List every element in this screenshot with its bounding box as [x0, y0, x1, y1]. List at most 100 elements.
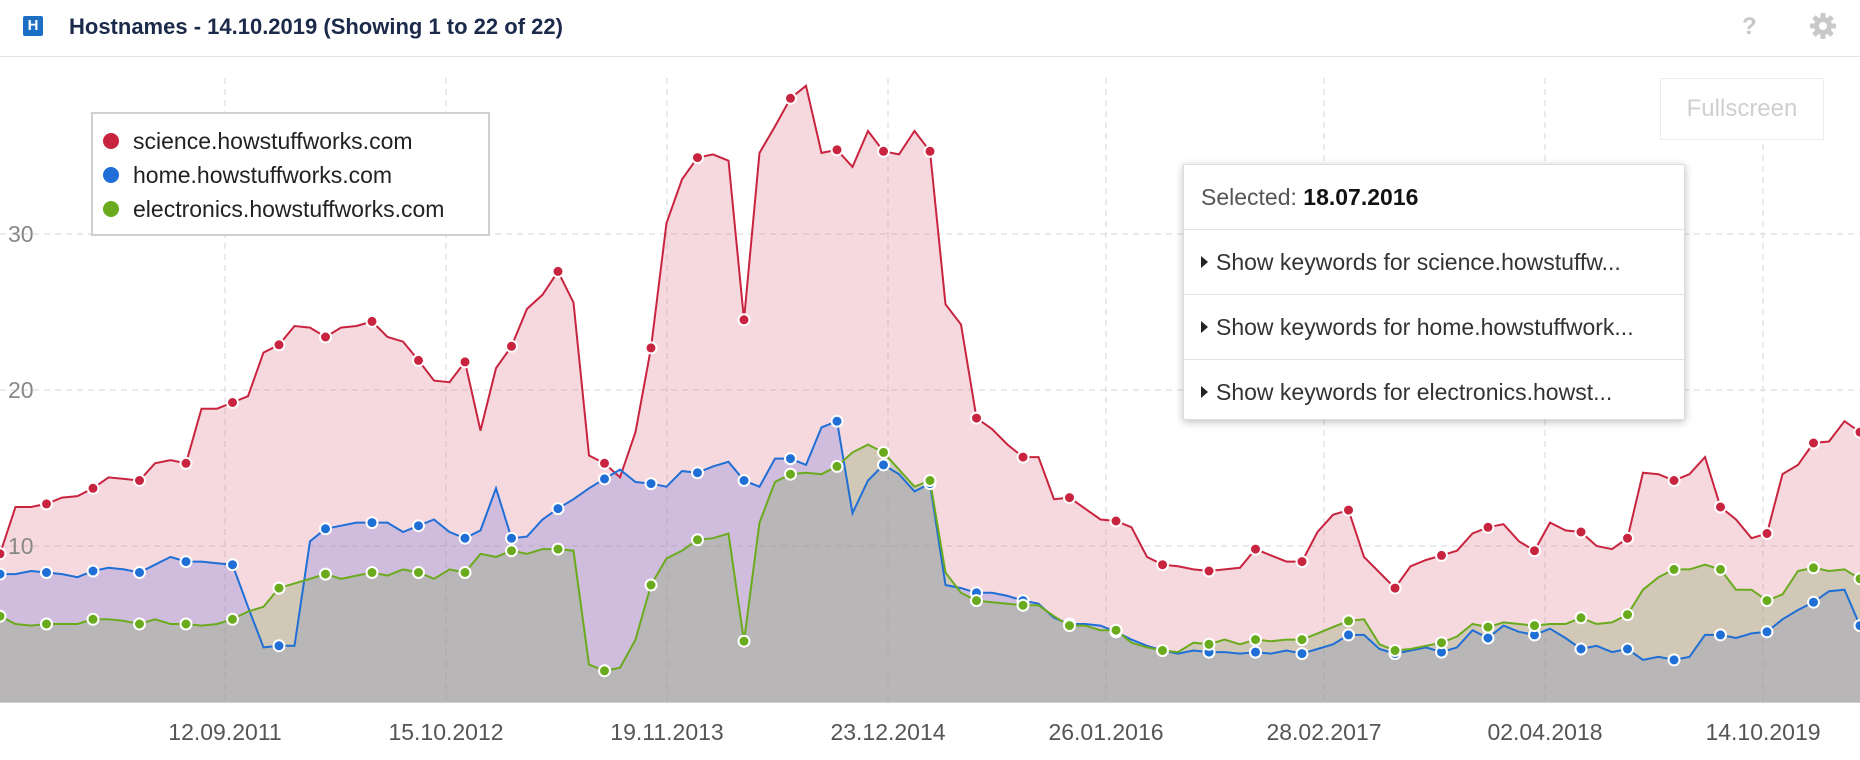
- x-tick-label: 12.09.2011: [168, 719, 281, 745]
- data-point: [1295, 633, 1309, 647]
- area-chart: 10 20 30 12.09.2011 15.10.2012 19.11.2013 23.1…: [0, 78, 1860, 745]
- data-point: [0, 567, 7, 581]
- data-point: [830, 143, 844, 157]
- data-point: [1574, 642, 1588, 656]
- legend-label: home.howstuffworks.com: [133, 162, 393, 188]
- data-point: [1667, 474, 1681, 487]
- data-point: [598, 664, 611, 678]
- data-point: [40, 566, 53, 579]
- legend-item-electronics[interactable]: electronics.howstuffworks.com: [103, 192, 444, 226]
- selected-date: 18.07.2016: [1303, 184, 1419, 210]
- popup-item-label: Show keywords for home.howstuffwork...: [1216, 314, 1634, 340]
- data-point: [133, 474, 146, 487]
- data-point: [412, 566, 425, 579]
- data-point: [365, 516, 379, 530]
- data-point: [644, 341, 658, 355]
- data-point: [644, 578, 658, 592]
- data-point: [1621, 531, 1634, 545]
- legend-item-science[interactable]: science.howstuffworks.com: [103, 124, 413, 158]
- data-point: [1388, 644, 1402, 657]
- series-points[interactable]: [0, 91, 1860, 678]
- data-point: [598, 456, 611, 470]
- x-tick-label: 15.10.2012: [388, 719, 503, 745]
- data-point: [1249, 645, 1262, 659]
- data-point: [1760, 527, 1774, 540]
- gear-icon[interactable]: [1808, 11, 1838, 41]
- data-point: [86, 612, 100, 626]
- data-point: [1156, 558, 1169, 572]
- data-point: [1295, 647, 1309, 661]
- data-point: [1063, 619, 1076, 633]
- data-point: [1574, 525, 1588, 539]
- data-point: [1528, 619, 1541, 633]
- data-point: [133, 566, 146, 579]
- data-point: [551, 502, 565, 516]
- selected-label: Selected:: [1201, 184, 1297, 210]
- show-keywords-electronics[interactable]: Show keywords for electronics.howst...: [1184, 360, 1684, 424]
- data-point: [1016, 598, 1030, 612]
- data-point: [1807, 436, 1820, 450]
- data-point: [86, 564, 100, 578]
- data-point: [1714, 628, 1727, 642]
- data-point: [179, 456, 193, 470]
- data-point: [551, 264, 565, 278]
- popup-item-label: Show keywords for electronics.howst...: [1216, 379, 1613, 405]
- legend-item-home[interactable]: home.howstuffworks.com: [103, 158, 392, 192]
- show-keywords-science[interactable]: Show keywords for science.howstuffw...: [1184, 230, 1684, 295]
- widget-header: H Hostnames - 14.10.2019 (Showing 1 to 2…: [0, 0, 1860, 57]
- data-point: [691, 533, 704, 547]
- caret-right-icon: [1201, 256, 1208, 269]
- data-point: [1667, 653, 1681, 667]
- data-point: [877, 144, 890, 158]
- fullscreen-button[interactable]: Fullscreen: [1660, 78, 1824, 140]
- data-point: [226, 558, 239, 572]
- chart-legend: science.howstuffworks.com home.howstuffw…: [91, 112, 490, 236]
- series-areas: [0, 85, 1860, 703]
- popup-header: Selected: 18.07.2016: [1184, 165, 1684, 230]
- data-point: [133, 617, 146, 631]
- data-point: [691, 151, 704, 165]
- data-point: [1388, 581, 1402, 595]
- data-point: [0, 547, 7, 561]
- data-point: [412, 519, 425, 533]
- legend-marker: [103, 133, 119, 150]
- data-point: [226, 396, 239, 409]
- series-area-0: [0, 85, 1860, 703]
- data-point: [970, 594, 983, 608]
- data-point: [644, 477, 658, 491]
- show-keywords-home[interactable]: Show keywords for home.howstuffwork...: [1184, 295, 1684, 360]
- x-tick-label: 19.11.2013: [610, 719, 723, 745]
- data-point: [1249, 633, 1262, 647]
- data-point: [1760, 625, 1774, 639]
- data-point: [1481, 620, 1495, 634]
- data-point: [1853, 619, 1860, 633]
- data-point: [179, 617, 193, 631]
- data-point: [1109, 514, 1123, 528]
- legend-label: electronics.howstuffworks.com: [133, 196, 445, 222]
- popup-item-label: Show keywords for science.howstuffw...: [1216, 249, 1621, 275]
- h-badge-icon: H: [23, 16, 43, 36]
- data-point: [272, 639, 286, 653]
- data-point: [1760, 594, 1774, 608]
- data-point: [691, 466, 704, 480]
- data-point: [1853, 572, 1860, 586]
- x-tick-label: 14.10.2019: [1705, 719, 1820, 745]
- data-point: [1714, 500, 1727, 514]
- data-point: [319, 522, 332, 536]
- x-tick-label: 23.12.2014: [830, 719, 945, 745]
- question-icon[interactable]: ?: [1742, 13, 1757, 40]
- data-point: [1621, 642, 1634, 656]
- widget-title: Hostnames - 14.10.2019 (Showing 1 to 22 …: [69, 14, 563, 39]
- caret-right-icon: [1201, 321, 1208, 334]
- legend-marker: [103, 167, 119, 184]
- axis-labels: 10 20 30 12.09.2011 15.10.2012 19.11.2013 23.1…: [8, 221, 1821, 745]
- series-area-1: [0, 421, 1860, 702]
- data-point: [505, 339, 518, 353]
- data-point: [784, 91, 797, 105]
- x-tick-label: 02.04.2018: [1487, 719, 1602, 745]
- data-point: [1807, 561, 1820, 575]
- data-point: [1435, 636, 1448, 650]
- selection-popup: Selected: 18.07.2016 Show keywords for s…: [1183, 164, 1685, 420]
- data-point: [1807, 595, 1820, 609]
- data-point: [226, 612, 239, 626]
